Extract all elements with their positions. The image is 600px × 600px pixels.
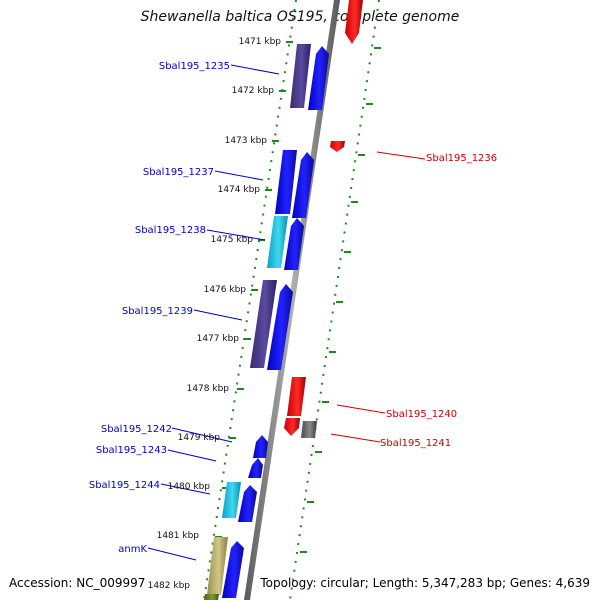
kbp-label-1474: 1474 kbp — [218, 185, 261, 195]
topology-text: Topology: circular; Length: 5,347,283 bp… — [260, 576, 590, 590]
kbp-label-1475: 1475 kbp — [211, 235, 254, 245]
gene-next-cog — [204, 594, 219, 600]
gene-sbal195-1243 — [248, 458, 263, 478]
gene-anmk — [222, 541, 244, 598]
gene-sbal195-1239-cog — [250, 280, 277, 368]
gene-sbal195-1237 — [292, 152, 314, 218]
label-sbal195-1241: Sbal195_1241 — [380, 438, 451, 449]
gene-sbal195-1235 — [308, 46, 329, 110]
gene-sbal195-1242 — [253, 435, 268, 458]
gene-sbal195-1239 — [267, 284, 293, 370]
gene-sbal195-1241 — [301, 421, 317, 438]
kbp-label-1471: 1471 kbp — [239, 37, 282, 47]
forward-gene-labels: Sbal195_1235 Sbal195_1237 Sbal195_1238 S… — [89, 61, 230, 555]
map-title: Shewanella baltica OS195, complete genom… — [140, 9, 460, 25]
outer-ring-ticks — [300, 47, 381, 553]
kbp-label-1482: 1482 kbp — [148, 581, 191, 591]
gene-top-reverse — [345, 0, 363, 44]
kbp-label-1476: 1476 kbp — [204, 285, 247, 295]
label-sbal195-1239: Sbal195_1239 — [122, 306, 193, 317]
gene-sbal195-1236 — [330, 141, 345, 152]
reverse-gene-labels: Sbal195_1236 Sbal195_1240 Sbal195_1241 — [380, 153, 497, 449]
kbp-label-1478: 1478 kbp — [187, 384, 230, 394]
label-leader-lines — [147, 64, 426, 561]
inner-dotted-ring — [203, 0, 297, 600]
kbp-label-1477: 1477 kbp — [197, 334, 240, 344]
kbp-label-1479: 1479 kbp — [178, 433, 221, 443]
kbp-label-1480: 1480 kbp — [168, 482, 211, 492]
label-anmk: anmK — [118, 544, 147, 555]
label-sbal195-1244: Sbal195_1244 — [89, 480, 160, 491]
label-sbal195-1238: Sbal195_1238 — [135, 225, 206, 236]
label-sbal195-1236: Sbal195_1236 — [426, 153, 497, 164]
gene-sbal195-1240 — [287, 377, 306, 416]
gene-sbal195-1244 — [238, 485, 257, 522]
outer-dotted-ring — [289, 0, 380, 600]
gene-sbal195-1235-cog — [290, 44, 311, 108]
label-sbal195-1240: Sbal195_1240 — [386, 409, 457, 420]
label-sbal195-1237: Sbal195_1237 — [143, 167, 214, 178]
forward-strand-genes — [204, 44, 329, 600]
accession-text: Accession: NC_009997 — [9, 576, 146, 590]
gene-sbal195-1238-cog — [267, 216, 288, 268]
gene-sbal195-1237-cog — [275, 150, 297, 214]
label-sbal195-1235: Sbal195_1235 — [159, 61, 230, 72]
gene-sbal195-1240-arrow — [284, 418, 300, 436]
kbp-tick-labels: 1471 kbp 1472 kbp 1473 kbp 1474 kbp 1475… — [148, 37, 282, 591]
kbp-label-1472: 1472 kbp — [232, 86, 275, 96]
label-sbal195-1243: Sbal195_1243 — [96, 445, 167, 456]
label-sbal195-1242: Sbal195_1242 — [101, 424, 172, 435]
kbp-label-1481: 1481 kbp — [157, 531, 200, 541]
gene-sbal195-1244-cog — [222, 482, 241, 518]
reverse-strand-genes — [284, 0, 363, 438]
gene-sbal195-1238 — [284, 218, 304, 270]
gene-anmk-cog — [207, 537, 228, 595]
kbp-label-1473: 1473 kbp — [225, 136, 268, 146]
genome-backbone — [244, 0, 340, 600]
